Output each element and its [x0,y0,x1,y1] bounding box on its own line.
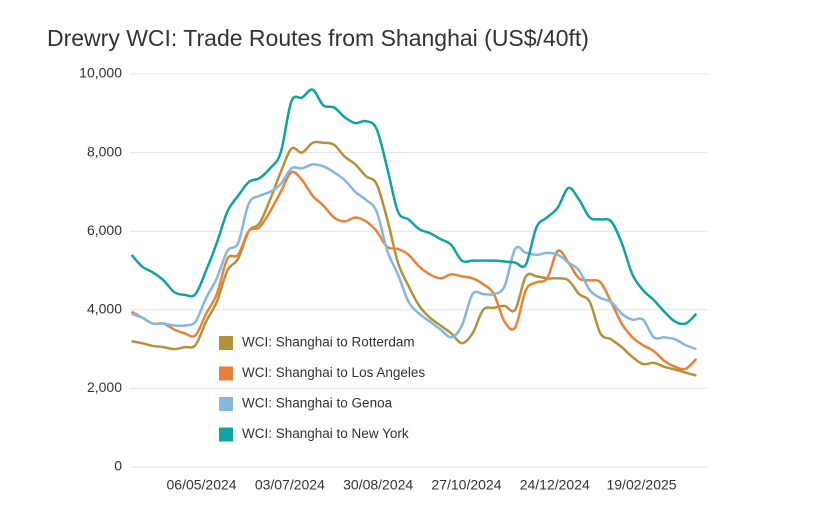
legend-label: WCI: Shanghai to Los Angeles [242,365,425,380]
series-line [130,170,698,371]
x-tick-label: 06/05/2024 [167,477,237,493]
legend-swatch [219,427,233,442]
x-tick-label: 03/07/2024 [255,477,325,493]
legend-label: WCI: Shanghai to Genoa [242,396,393,411]
y-tick-label: 10,000 [79,65,122,81]
y-tick-label: 4,000 [87,301,122,317]
y-tick-label: 2,000 [87,379,122,395]
x-tick-label: 30/08/2024 [343,477,413,493]
x-tick-label: 19/02/2025 [606,477,676,493]
legend-swatch [219,336,233,350]
chart-title: Drewry WCI: Trade Routes from Shanghai (… [47,25,589,51]
series-line [131,163,697,351]
y-tick-label: 6,000 [87,222,122,238]
x-tick-label: 27/10/2024 [431,477,501,493]
legend-swatch [219,397,233,411]
legend-swatch [219,366,233,381]
legend-label: WCI: Shanghai to Rotterdam [242,335,415,350]
legend-label: WCI: Shanghai to New York [242,426,409,441]
y-tick-label: 8,000 [87,143,122,159]
series-line [131,140,697,377]
y-tick-label: 0 [114,458,122,474]
series-line [130,88,698,326]
x-tick-label: 24/12/2024 [520,477,590,493]
